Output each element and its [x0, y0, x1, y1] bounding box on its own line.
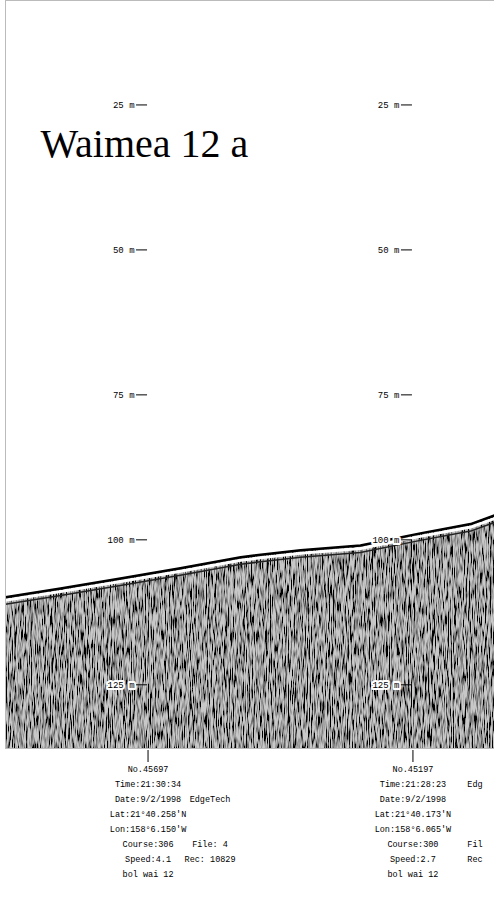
svg-text:Edg: Edg — [467, 780, 482, 790]
svg-text:Course:300: Course:300 — [387, 840, 438, 850]
svg-text:Date:9/2/1998: Date:9/2/1998 — [115, 795, 181, 805]
svg-text:Fil: Fil — [467, 840, 482, 850]
svg-text:Rec: Rec — [467, 855, 482, 865]
svg-text:Lat:21°40.173'N: Lat:21°40.173'N — [375, 810, 452, 820]
svg-text:Time:21:30:34: Time:21:30:34 — [115, 780, 181, 790]
svg-text:EdgeTech: EdgeTech — [190, 795, 231, 805]
svg-text:bol wai 12: bol wai 12 — [387, 870, 438, 880]
svg-text:125 m: 125 m — [108, 681, 135, 691]
svg-text:Date:9/2/1998: Date:9/2/1998 — [380, 795, 446, 805]
svg-text:Speed:4.1: Speed:4.1 — [125, 855, 171, 865]
svg-text:25 m: 25 m — [378, 101, 400, 111]
svg-text:Time:21:28:23: Time:21:28:23 — [380, 780, 446, 790]
svg-text:Waimea 12 a: Waimea 12 a — [41, 121, 249, 166]
svg-text:bol wai 12: bol wai 12 — [123, 870, 174, 880]
svg-text:25 m: 25 m — [113, 101, 135, 111]
svg-text:No.45197: No.45197 — [393, 765, 434, 775]
svg-text:Lon:158°6.150'W: Lon:158°6.150'W — [110, 825, 187, 835]
svg-text:Speed:2.7: Speed:2.7 — [390, 855, 436, 865]
svg-text:100 m: 100 m — [108, 536, 135, 546]
svg-text:50 m: 50 m — [113, 246, 135, 256]
svg-text:File: 4: File: 4 — [192, 840, 228, 850]
svg-text:100 m: 100 m — [372, 536, 399, 546]
svg-text:Rec: 10829: Rec: 10829 — [185, 855, 236, 865]
svg-text:Course:306: Course:306 — [123, 840, 174, 850]
svg-text:75 m: 75 m — [113, 391, 135, 401]
svg-text:75 m: 75 m — [378, 391, 400, 401]
svg-text:50 m: 50 m — [378, 246, 400, 256]
svg-text:Lat:21°40.258'N: Lat:21°40.258'N — [110, 810, 187, 820]
svg-text:No.45697: No.45697 — [128, 765, 169, 775]
svg-text:125 m: 125 m — [372, 681, 399, 691]
svg-text:Lon:158°6.065'W: Lon:158°6.065'W — [375, 825, 452, 835]
